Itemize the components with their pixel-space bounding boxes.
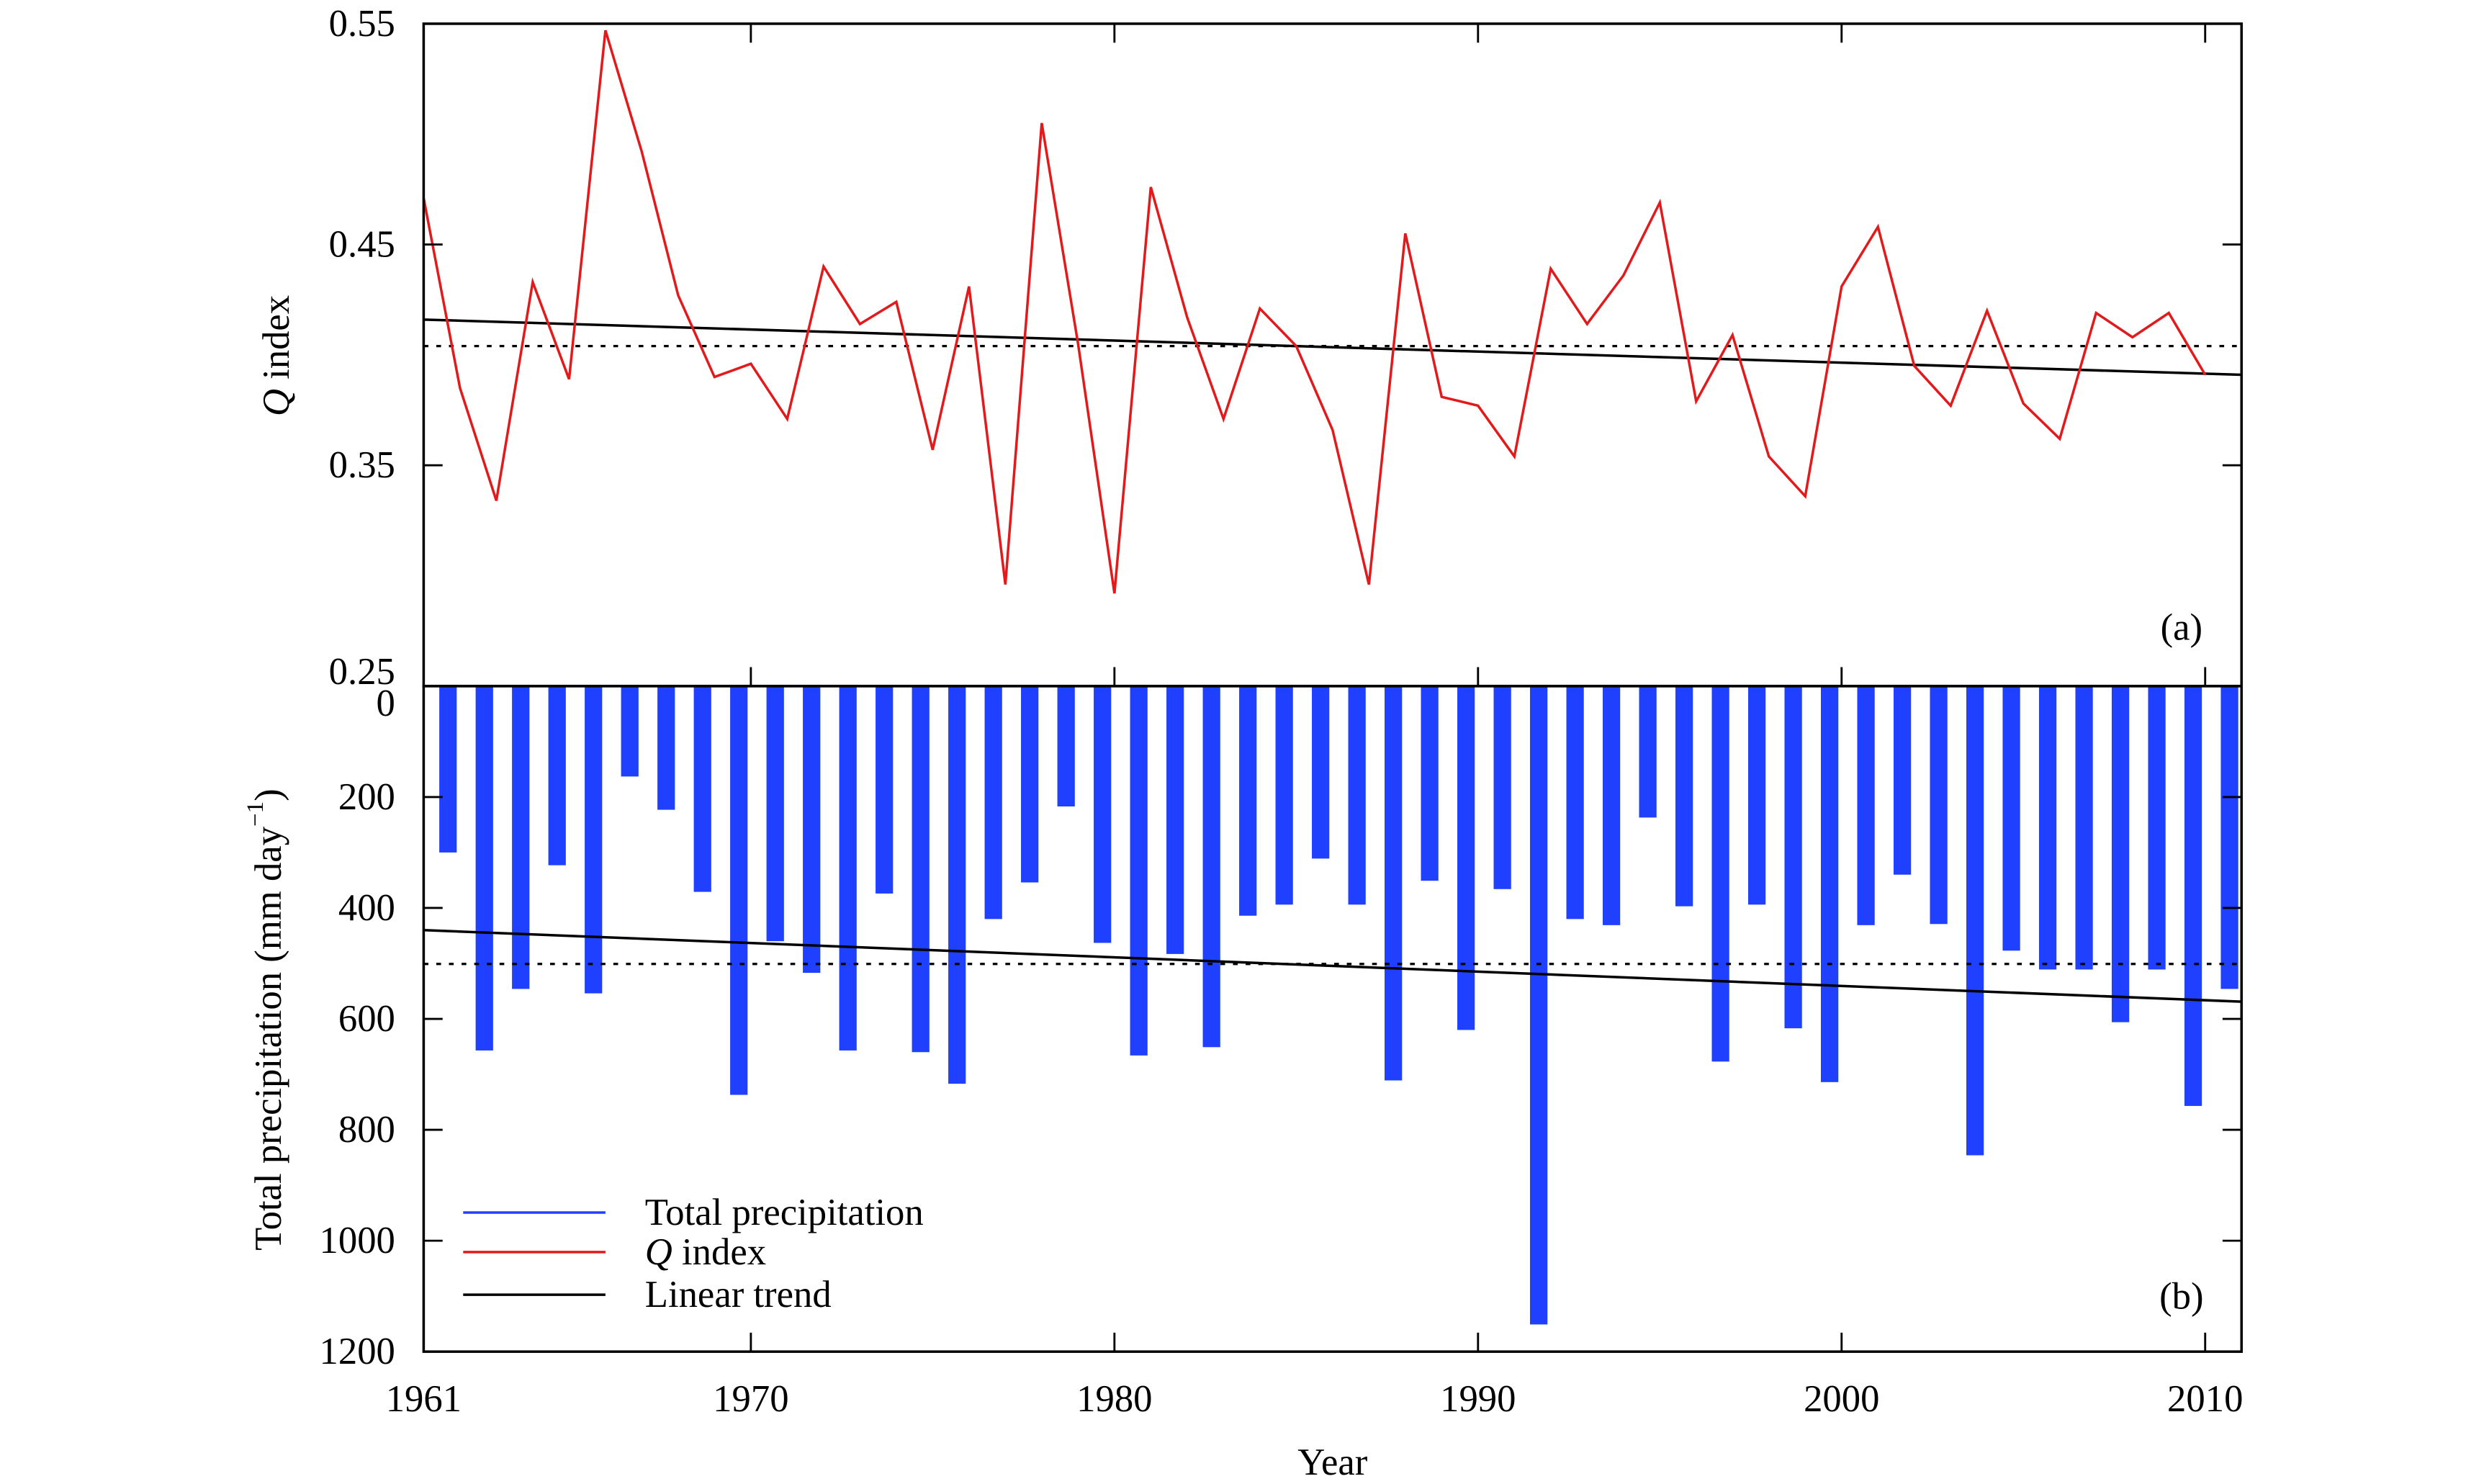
precip-bar-1989 [1457, 685, 1475, 1030]
panel-a-ytick-label: 0.55 [329, 3, 395, 45]
panel-b-label: (b) [2159, 1275, 2203, 1317]
precip-bar-1965 [585, 685, 603, 994]
precip-bar-1972 [839, 685, 857, 1051]
x-axis-title: Year [1297, 1442, 1368, 1483]
xtick-label: 1990 [1440, 1378, 1516, 1420]
precip-bar-1988 [1421, 685, 1439, 881]
panel-b-ytick-label: 600 [338, 998, 395, 1040]
panel-b-ylabel-text: Total precipitation (mm day [248, 826, 289, 1251]
panel-a-ylabel: Q index [256, 295, 297, 416]
panel-a-ytick-label: 0.25 [329, 651, 395, 693]
panel-a-ytick-label: 0.45 [329, 224, 395, 266]
panel-b-ylabel-superscript: −1 [243, 801, 269, 827]
precip-bar-1969 [730, 685, 748, 1095]
xtick-label: 1961 [386, 1378, 462, 1420]
precip-bar-2001 [1893, 685, 1912, 875]
precip-bar-1992 [1566, 685, 1584, 919]
panel-b-ytick-label: 800 [338, 1109, 395, 1151]
precip-trend-line [423, 929, 2242, 1003]
legend-label-q-index: Q index [645, 1231, 766, 1273]
precip-bar-1983 [1239, 685, 1257, 916]
q-index-trend-line [423, 318, 2242, 377]
panel-b-ytick-label: 1000 [320, 1220, 395, 1262]
precip-bar-1984 [1275, 685, 1293, 905]
precip-bar-1985 [1312, 685, 1330, 859]
tick-marks [423, 23, 2242, 1352]
precip-bar-2003 [1966, 685, 1984, 1156]
panel-b-ytick-label: 1200 [320, 1331, 395, 1372]
precip-bar-1980 [1130, 685, 1148, 1056]
panel-b-ylabel: Total precipitation (mm day−1) [243, 788, 289, 1250]
precip-bar-2004 [2002, 685, 2020, 951]
precip-bar-1993 [1603, 685, 1621, 925]
precip-bar-1968 [693, 685, 711, 892]
precip-bar-1976 [984, 685, 1002, 919]
panel-b-ytick-label: 400 [338, 887, 395, 929]
panel-a-ytick-label: 0.35 [329, 444, 395, 486]
legend-label-q-text: index [672, 1231, 766, 1273]
precip-bar-2009 [2184, 685, 2202, 1106]
legend-label-q-symbol: Q [645, 1231, 672, 1273]
precip-bar-2010 [2220, 685, 2238, 989]
legend-label-precip: Total precipitation [645, 1192, 924, 1233]
precip-bar-1971 [803, 685, 821, 973]
precip-bar-2005 [2038, 685, 2057, 970]
legend: Total precipitation Q index Linear trend [463, 1192, 924, 1316]
precip-bar-1982 [1202, 685, 1220, 1048]
precip-bar-1961 [439, 685, 457, 853]
precip-bar-1975 [948, 685, 966, 1084]
precip-bars [439, 685, 2238, 1325]
xtick-label: 2010 [2167, 1378, 2243, 1420]
panel-a-ylabel-text: index [256, 295, 297, 389]
precip-bar-2007 [2111, 685, 2130, 1022]
panel-a-label: (a) [2161, 607, 2202, 649]
precip-bar-1973 [876, 685, 894, 894]
panel-b-ytick-label: 200 [338, 776, 395, 818]
precip-bar-1997 [1747, 685, 1766, 905]
precip-bar-1990 [1493, 685, 1511, 889]
precip-bar-1994 [1639, 685, 1657, 818]
precip-bar-1995 [1675, 685, 1693, 907]
precip-bar-2002 [1930, 685, 1948, 925]
precip-bar-1970 [766, 685, 784, 942]
precip-bar-1977 [1021, 685, 1039, 883]
tick-labels: 0.25 0.35 0.45 0.55 0 200 400 600 800 1000 1200 196… [320, 3, 2244, 1420]
precip-bar-1981 [1166, 685, 1184, 954]
precip-bar-1978 [1057, 685, 1075, 807]
panel-b-ytick-label: 0 [377, 683, 395, 724]
panel-a-ylabel-symbol: Q [256, 389, 297, 416]
precip-bar-2006 [2075, 685, 2093, 970]
precip-bar-1963 [512, 685, 530, 989]
precip-bar-1996 [1711, 685, 1729, 1062]
precip-bar-1964 [548, 685, 566, 865]
xtick-label: 2000 [1804, 1378, 1879, 1420]
plot-lines [422, 30, 2242, 1003]
precip-bar-1967 [657, 685, 675, 810]
precip-bar-1979 [1094, 685, 1112, 943]
xtick-label: 1980 [1076, 1378, 1152, 1420]
precip-bar-1966 [621, 685, 639, 777]
precip-bar-1974 [912, 685, 930, 1053]
q-index-line [422, 30, 2207, 594]
precip-bar-1986 [1348, 685, 1366, 905]
precip-bar-2008 [2148, 685, 2166, 970]
precip-bar-1962 [475, 685, 493, 1051]
precip-bar-1999 [1820, 685, 1839, 1082]
precip-bar-1998 [1784, 685, 1802, 1029]
xtick-label: 1970 [713, 1378, 788, 1420]
precip-bar-2000 [1857, 685, 1875, 925]
panel-b-ylabel-close: ) [248, 788, 289, 801]
legend-label-linear-trend: Linear trend [645, 1274, 832, 1316]
precip-bar-1991 [1530, 685, 1548, 1325]
precip-bar-1987 [1385, 685, 1403, 1081]
